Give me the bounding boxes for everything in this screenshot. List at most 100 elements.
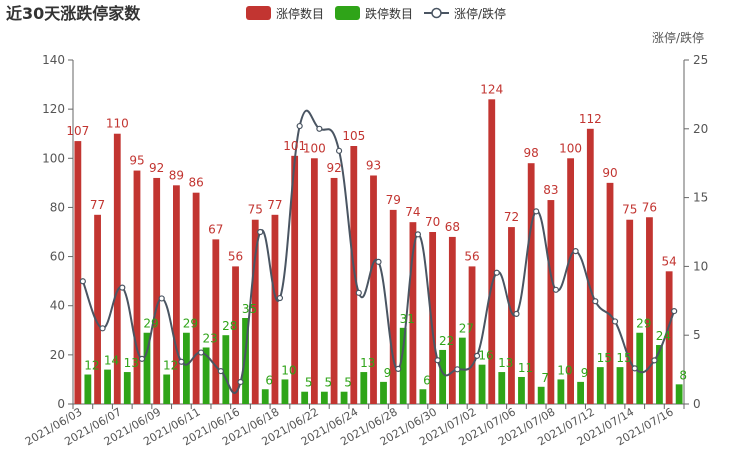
ratio-point[interactable] <box>414 231 422 238</box>
ratio-point[interactable] <box>296 122 303 130</box>
bar-up[interactable] <box>94 214 101 404</box>
bar-down[interactable] <box>360 372 368 404</box>
ratio-point[interactable] <box>513 310 520 317</box>
ratio-point[interactable] <box>395 365 402 373</box>
bar-down[interactable] <box>636 332 644 404</box>
bar-down[interactable] <box>183 332 190 404</box>
ratio-point[interactable] <box>178 358 185 365</box>
bar-up[interactable] <box>271 214 279 404</box>
bar-down[interactable] <box>84 374 92 404</box>
bar-up[interactable] <box>626 219 634 404</box>
ratio-point[interactable] <box>217 368 224 375</box>
ratio-point[interactable] <box>198 349 205 356</box>
bar-up[interactable] <box>370 175 377 404</box>
bar-up[interactable] <box>488 99 496 405</box>
bar-down[interactable] <box>242 318 249 404</box>
bar-up[interactable] <box>468 266 476 404</box>
ratio-point[interactable] <box>671 308 678 315</box>
bar-down[interactable] <box>478 364 486 404</box>
bar-down[interactable] <box>320 391 328 404</box>
bar-up[interactable] <box>74 141 82 405</box>
ratio-point[interactable] <box>533 208 540 215</box>
ratio-point[interactable] <box>276 294 284 302</box>
ratio-point[interactable] <box>237 378 244 386</box>
bar-down[interactable] <box>104 369 111 404</box>
ratio-point[interactable] <box>454 366 461 373</box>
bar-down-label: 13 <box>124 356 139 370</box>
bar-down[interactable] <box>281 379 289 404</box>
ratio-point[interactable] <box>99 325 106 332</box>
legend-item-down[interactable]: 跌停数目 <box>335 6 413 21</box>
bar-down[interactable] <box>439 349 447 404</box>
bar-up[interactable] <box>409 222 417 404</box>
ratio-point[interactable] <box>257 228 264 236</box>
bar-down[interactable] <box>577 381 584 404</box>
bar-down[interactable] <box>222 335 230 404</box>
bar-down[interactable] <box>458 337 466 404</box>
bar-down[interactable] <box>202 347 210 404</box>
bar-up[interactable] <box>350 146 358 404</box>
bar-up[interactable] <box>606 182 614 404</box>
bar-down[interactable] <box>380 381 387 404</box>
ratio-point[interactable] <box>493 269 500 276</box>
legend-item-ratio[interactable]: 涨停/跌停 <box>424 6 506 21</box>
ratio-point[interactable] <box>651 357 658 364</box>
bar-up[interactable] <box>527 163 535 404</box>
bar-up[interactable] <box>586 128 594 405</box>
ratio-point[interactable] <box>552 286 559 293</box>
bar-down[interactable] <box>616 367 624 404</box>
bar-up-label: 92 <box>149 161 164 175</box>
bar-down[interactable] <box>143 332 151 404</box>
ratio-point[interactable] <box>119 284 126 291</box>
bar-up[interactable] <box>508 227 515 404</box>
ratio-point[interactable] <box>592 298 599 305</box>
ratio-point[interactable] <box>434 357 441 364</box>
ratio-point[interactable] <box>572 248 579 255</box>
ratio-point[interactable] <box>79 278 86 285</box>
legend-item-up[interactable]: 涨停数目 <box>246 6 324 21</box>
bar-up[interactable] <box>547 200 555 404</box>
bar-down[interactable] <box>537 386 545 404</box>
bar-down[interactable] <box>596 367 604 404</box>
ratio-point[interactable] <box>631 365 638 372</box>
bar-down[interactable] <box>557 379 565 404</box>
ratio-point[interactable] <box>355 289 362 296</box>
ratio-point[interactable] <box>335 147 343 154</box>
bar-down[interactable] <box>163 374 171 404</box>
bar-down[interactable] <box>656 345 663 404</box>
bar-down[interactable] <box>123 372 131 404</box>
bar-down[interactable] <box>518 376 525 404</box>
bar-down[interactable] <box>675 384 683 404</box>
bar-up[interactable] <box>232 266 239 404</box>
bar-up[interactable] <box>665 271 673 404</box>
bar-down[interactable] <box>399 327 407 404</box>
bar-up[interactable] <box>567 158 574 404</box>
bar-up[interactable] <box>113 133 121 404</box>
bar-up-label: 76 <box>642 200 657 214</box>
bar-up[interactable] <box>192 192 200 404</box>
bar-up[interactable] <box>389 209 397 404</box>
ratio-point[interactable] <box>316 125 323 132</box>
bar-up-label: 70 <box>425 215 440 229</box>
bar-down[interactable] <box>301 391 309 404</box>
bar-up[interactable] <box>251 219 259 404</box>
ratio-point[interactable] <box>473 352 481 359</box>
bar-down[interactable] <box>498 372 506 404</box>
bar-up[interactable] <box>173 185 180 404</box>
bar-down[interactable] <box>419 389 427 404</box>
ratio-point[interactable] <box>138 355 146 362</box>
bar-up[interactable] <box>330 177 338 404</box>
bar-up[interactable] <box>291 155 299 404</box>
bar-down[interactable] <box>340 391 348 404</box>
bar-up[interactable] <box>448 236 456 404</box>
ratio-point[interactable] <box>611 318 619 325</box>
bar-up[interactable] <box>646 217 653 404</box>
bar-up[interactable] <box>212 239 220 404</box>
bar-up[interactable] <box>133 170 141 404</box>
ratio-point[interactable] <box>375 258 382 265</box>
bar-up[interactable] <box>153 177 161 404</box>
bar-up[interactable] <box>429 232 437 404</box>
bar-down[interactable] <box>261 389 269 404</box>
bar-up[interactable] <box>310 158 318 404</box>
ratio-point[interactable] <box>158 295 165 302</box>
